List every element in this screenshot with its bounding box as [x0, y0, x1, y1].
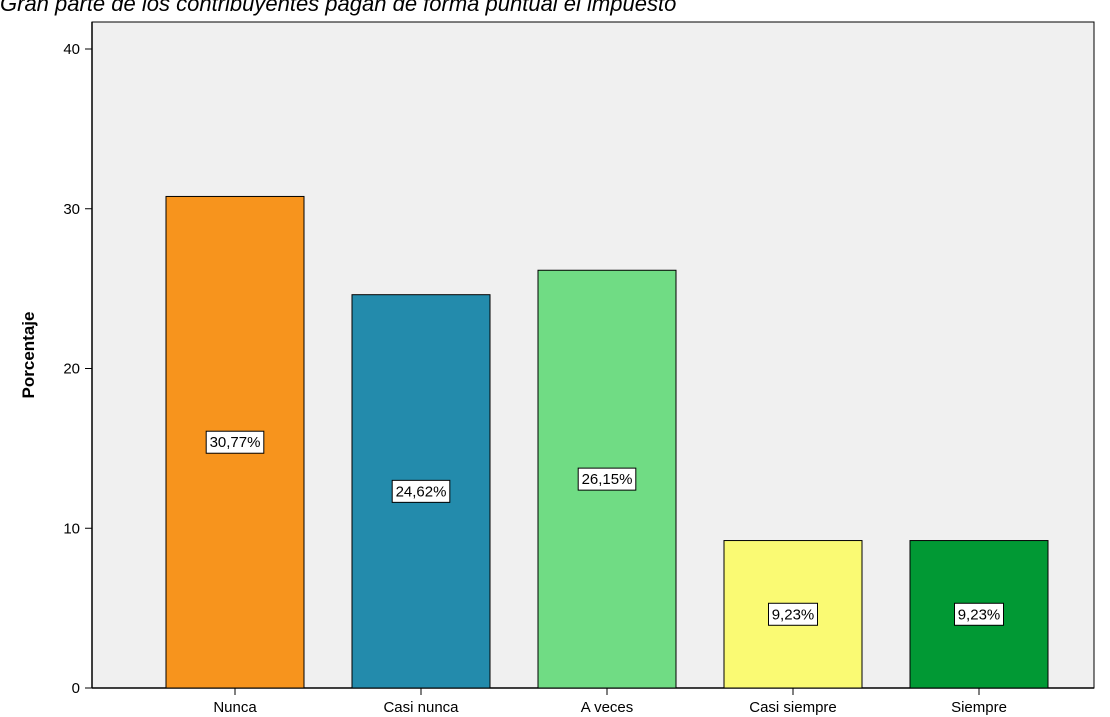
x-tick-label: Siempre — [951, 699, 1007, 716]
data-label: 30,77% — [210, 434, 261, 451]
y-tick-label: 40 — [63, 41, 80, 58]
bars — [165, 195, 1049, 689]
y-axis: 0 10 20 30 40 — [63, 22, 93, 697]
data-label-box — [205, 430, 265, 454]
x-tick-label: Casi nunca — [383, 699, 459, 716]
data-label-box — [577, 467, 637, 491]
y-tick-label: 30 — [63, 201, 80, 218]
data-label: 24,62% — [396, 483, 447, 500]
y-tick-label: 10 — [63, 520, 80, 537]
y-tick-label: 0 — [72, 680, 80, 697]
x-tick-label: Nunca — [213, 699, 257, 716]
y-axis-label: Porcentaje — [19, 312, 38, 399]
data-label-box — [391, 479, 451, 503]
data-labels: 30,77% 24,62% 26,15% 9,23% 9,23% — [205, 430, 1004, 626]
x-tick-label: A veces — [581, 699, 634, 716]
data-label: 9,23% — [958, 606, 1001, 623]
chart-title: Gran parte de los contribuyentes pagan d… — [0, 0, 677, 16]
x-axis: Nunca Casi nunca A veces Casi siempre Siempr… — [92, 687, 1094, 716]
data-label-box — [768, 602, 818, 626]
y-tick-label: 20 — [63, 361, 80, 378]
data-label-box — [954, 602, 1004, 626]
data-label: 26,15% — [582, 471, 633, 488]
x-tick-label: Casi siempre — [749, 699, 837, 716]
data-label: 9,23% — [772, 606, 815, 623]
